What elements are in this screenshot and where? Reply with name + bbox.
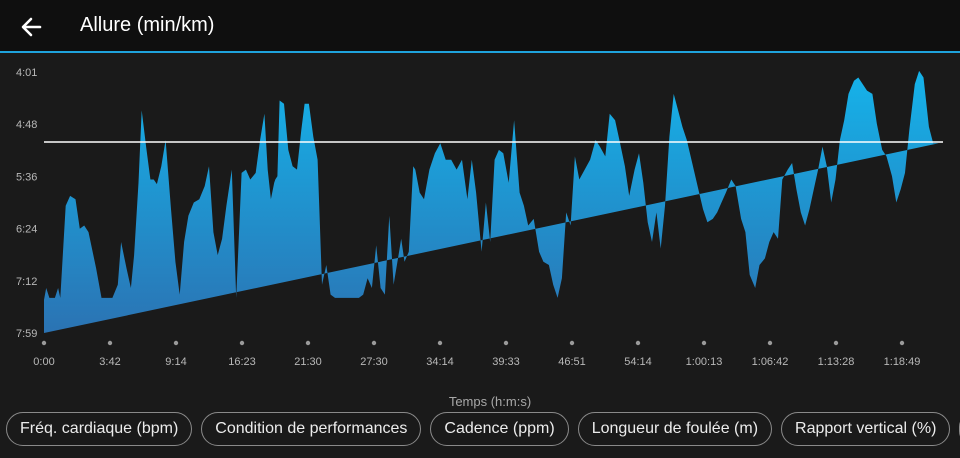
back-button[interactable] (14, 10, 48, 44)
x-tick-label: 21:30 (294, 356, 322, 368)
y-tick-label: 4:48 (16, 119, 37, 131)
x-tick-mark (701, 340, 707, 346)
x-tick-label: 1:00:13 (686, 356, 723, 368)
chip-heart-rate[interactable]: Fréq. cardiaque (bpm) (6, 412, 193, 446)
x-tick-mark (635, 340, 641, 346)
x-tick-label: 54:14 (624, 356, 652, 368)
x-tick-mark (833, 340, 839, 346)
y-tick-label: 7:12 (16, 276, 37, 288)
x-tick-label: 46:51 (558, 356, 586, 368)
y-tick-label: 6:24 (16, 224, 37, 236)
metric-chips: Fréq. cardiaque (bpm) Condition de perfor… (6, 412, 960, 446)
x-tick-label: 1:06:42 (752, 356, 789, 368)
x-tick-label: 34:14 (426, 356, 454, 368)
x-axis-title: Temps (h:m:s) (448, 394, 532, 409)
app-header: Allure (min/km) (0, 0, 960, 53)
page-title: Allure (min/km) (80, 14, 215, 36)
x-tick-label: 1:18:49 (884, 356, 921, 368)
x-tick-mark (305, 340, 311, 346)
x-tick-label: 3:42 (99, 356, 120, 368)
arrow-left-icon (21, 17, 42, 37)
chip-cadence[interactable]: Cadence (ppm) (430, 412, 569, 446)
chip-performance-condition[interactable]: Condition de performances (201, 412, 422, 446)
x-tick-mark (107, 340, 113, 346)
chip-vertical-ratio[interactable]: Rapport vertical (%) (781, 412, 951, 446)
pace-chart-svg[interactable]: 4:01 4:48 5:36 6:24 7:12 7:59 0:00 3:42 9:14 16:… (0, 55, 960, 390)
y-tick-label: 5:36 (16, 171, 37, 183)
x-tick-label: 27:30 (360, 356, 388, 368)
x-tick-mark (899, 340, 905, 346)
x-tick-mark (41, 340, 47, 346)
pace-chart[interactable]: 4:01 4:48 5:36 6:24 7:12 7:59 0:00 3:42 9:14 16:… (0, 55, 960, 390)
x-tick-mark (437, 340, 443, 346)
x-tick-mark (569, 340, 575, 346)
x-tick-label: 39:33 (492, 356, 520, 368)
x-tick-mark (767, 340, 773, 346)
chip-stride-length[interactable]: Longueur de foulée (m) (577, 412, 773, 446)
x-tick-label: 9:14 (165, 356, 186, 368)
x-tick-mark (173, 340, 179, 346)
x-tick-mark (503, 340, 509, 346)
x-tick-label: 16:23 (228, 356, 256, 368)
x-tick-label: 1:13:28 (818, 356, 855, 368)
x-tick-label: 0:00 (33, 356, 54, 368)
x-tick-mark (239, 340, 245, 346)
pace-area (44, 70, 939, 334)
y-tick-label: 7:59 (16, 328, 37, 340)
x-tick-mark (371, 340, 377, 346)
y-tick-label: 4:01 (16, 67, 37, 79)
